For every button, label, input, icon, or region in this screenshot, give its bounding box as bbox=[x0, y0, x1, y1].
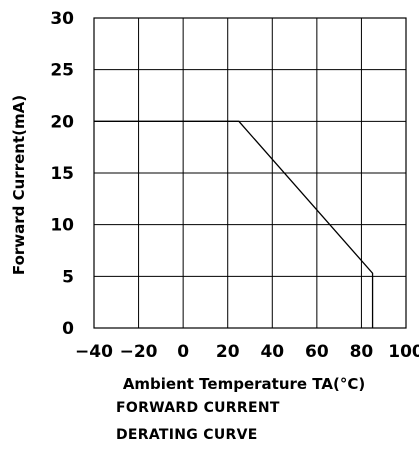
y-axis-label: Forward Current(mA) bbox=[10, 95, 28, 275]
grid-lines bbox=[94, 18, 406, 328]
y-tick-label: 30 bbox=[50, 9, 74, 29]
x-tick-label: 0 bbox=[177, 342, 189, 362]
x-tick-label: −20 bbox=[120, 342, 158, 362]
y-tick-label: 0 bbox=[62, 319, 74, 339]
x-tick-label: 60 bbox=[305, 342, 329, 362]
x-tick-label: 40 bbox=[260, 342, 284, 362]
y-tick-label: 20 bbox=[50, 112, 74, 132]
y-tick-label: 10 bbox=[50, 216, 74, 236]
caption-line-2: DERATING CURVE bbox=[116, 427, 258, 443]
caption-line-1: FORWARD CURRENT bbox=[116, 400, 280, 416]
x-tick-label: 80 bbox=[350, 342, 374, 362]
y-tick-labels: 0 5 10 15 20 25 30 bbox=[50, 9, 74, 339]
y-tick-label: 25 bbox=[50, 61, 74, 81]
y-tick-label: 15 bbox=[50, 164, 74, 184]
x-axis-label: Ambient Temperature TA(°C) bbox=[123, 375, 365, 393]
x-tick-labels: −40 −20 0 20 40 60 80 100 bbox=[75, 342, 419, 362]
derating-curve-line bbox=[94, 120, 374, 328]
plot-frame bbox=[93, 17, 407, 329]
x-tick-label: 20 bbox=[216, 342, 240, 362]
x-tick-label: −40 bbox=[75, 342, 113, 362]
y-tick-label: 5 bbox=[62, 267, 74, 287]
series-layer bbox=[94, 120, 374, 328]
x-tick-label: 100 bbox=[388, 342, 419, 362]
